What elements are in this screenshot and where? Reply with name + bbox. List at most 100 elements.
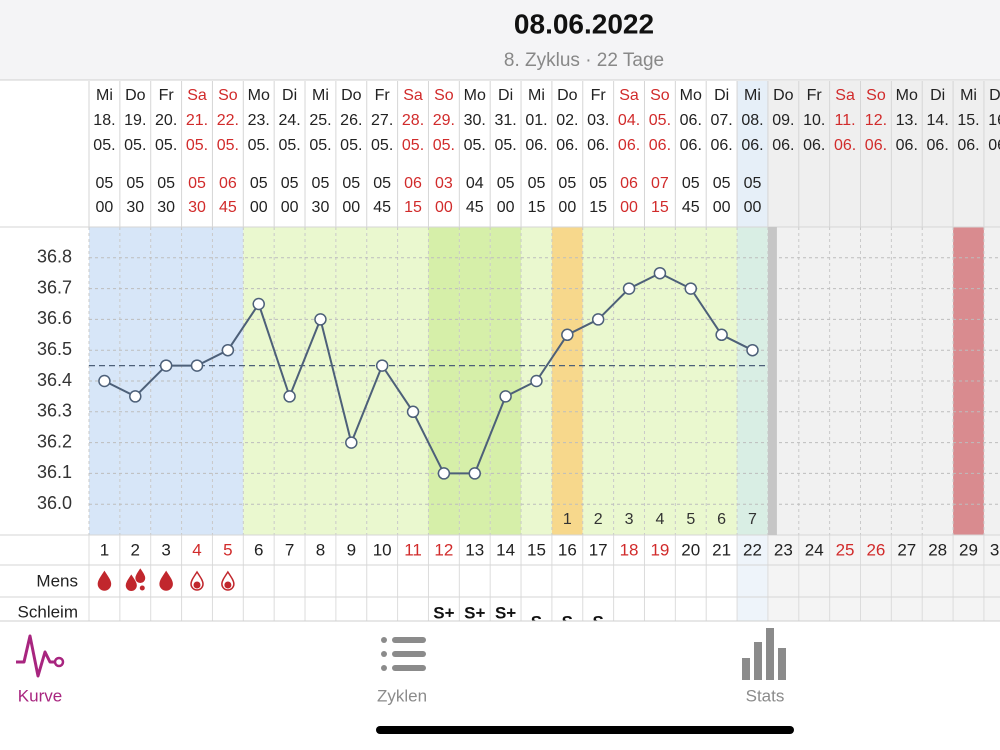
- column-header-bg: [243, 81, 275, 227]
- column-row-bg: [335, 535, 367, 621]
- time-hour: 06: [620, 175, 638, 192]
- weekday: Mo: [464, 87, 486, 104]
- cycle-day: 3: [161, 540, 170, 559]
- time-hour: 05: [713, 175, 731, 192]
- tab-icon-zyklen[interactable]: [381, 665, 387, 671]
- tab-icon-kurve[interactable]: [16, 634, 56, 678]
- time-hour: 05: [157, 175, 175, 192]
- date-day: 05.: [649, 112, 671, 129]
- cycle-day: 22: [743, 540, 762, 559]
- temperature-point: [561, 328, 574, 342]
- cycle-day: 9: [347, 540, 356, 559]
- column-row-bg: [521, 535, 552, 621]
- column-row-bg: [922, 535, 954, 621]
- date-month: 06.: [680, 137, 702, 154]
- cycle-day: 12: [434, 540, 453, 559]
- tab-icon-zyklen[interactable]: [392, 637, 426, 643]
- date-month: 05.: [217, 137, 239, 154]
- weekday: Mi: [312, 87, 329, 104]
- time-hour: 03: [435, 175, 453, 192]
- mens-drop: [135, 568, 146, 584]
- tab-icon-stats[interactable]: [778, 648, 786, 680]
- column-row-bg: [582, 535, 614, 621]
- temperature-point: [622, 282, 636, 295]
- weekday: Di: [930, 87, 945, 104]
- time-minute: 45: [682, 199, 700, 216]
- tab-icon-zyklen[interactable]: [392, 665, 426, 671]
- weekday: Di: [498, 87, 513, 104]
- weekday: So: [434, 87, 454, 104]
- tab-icon-stats[interactable]: [754, 642, 762, 680]
- cycle-day: 29: [959, 540, 978, 559]
- time-minute: 15: [651, 199, 669, 216]
- mens-drop: [159, 570, 173, 591]
- column-header-bg: [983, 81, 1000, 227]
- cycle-day: 30: [990, 540, 1000, 559]
- date-day: 14.: [927, 112, 949, 129]
- date-day: 23.: [248, 112, 270, 129]
- time-hour: 07: [651, 175, 669, 192]
- weekday: Do: [341, 87, 362, 104]
- tab-label[interactable]: Stats: [746, 686, 785, 705]
- column-row-bg: [274, 535, 306, 621]
- weekday: Fr: [807, 87, 823, 104]
- weekday: Di: [714, 87, 729, 104]
- column-header-bg: [274, 81, 306, 227]
- weekday: Mi: [528, 87, 545, 104]
- time-hour: 05: [281, 175, 299, 192]
- column-header-bg: [829, 81, 861, 227]
- time-hour: 05: [373, 175, 391, 192]
- y-tick-label: 36.8: [37, 247, 72, 267]
- tab-icon-stats[interactable]: [766, 628, 774, 680]
- weekday: Sa: [403, 87, 423, 104]
- header-subtitle: 8. Zyklus · 22 Tage: [504, 50, 664, 71]
- temperature-point: [375, 359, 389, 372]
- y-tick-label: 36.5: [37, 339, 72, 359]
- column-row-bg: [490, 535, 522, 621]
- date-day: 26.: [340, 112, 362, 129]
- column-header-bg: [953, 81, 984, 227]
- column-header-bg: [521, 81, 552, 227]
- weekday: Do: [989, 87, 1000, 104]
- high-day-count: 4: [655, 511, 664, 528]
- schleim-mark: S+: [464, 603, 485, 622]
- tab-label[interactable]: Zyklen: [377, 686, 427, 705]
- date-month: 05.: [124, 137, 146, 154]
- column-row-bg: [428, 535, 460, 621]
- column-row-bg: [737, 535, 768, 621]
- tab-icon-zyklen[interactable]: [381, 637, 387, 643]
- tab-icon-stats[interactable]: [742, 658, 750, 680]
- high-day-count: 6: [717, 511, 726, 528]
- date-day: 12.: [865, 112, 887, 129]
- high-day-count: 7: [748, 511, 757, 528]
- column-header-bg: [397, 81, 429, 227]
- weekday: Fr: [375, 87, 391, 104]
- column-header-bg: [181, 81, 213, 227]
- tab-icon-zyklen[interactable]: [381, 651, 387, 657]
- y-tick-label: 36.7: [37, 277, 72, 297]
- date-day: 29.: [433, 112, 455, 129]
- date-day: 07.: [711, 112, 733, 129]
- time-minute: 00: [250, 199, 268, 216]
- weekday: Mi: [744, 87, 761, 104]
- tab-label[interactable]: Kurve: [18, 686, 62, 705]
- tab-icon-kurve[interactable]: [53, 656, 65, 668]
- cycle-day: 20: [681, 540, 700, 559]
- date-day: 19.: [124, 112, 146, 129]
- date-day: 03.: [587, 112, 609, 129]
- y-tick-label: 36.2: [37, 431, 72, 451]
- cycle-day: 28: [928, 540, 947, 559]
- column-header-bg: [737, 81, 768, 227]
- date-day: 08.: [741, 112, 763, 129]
- tab-icon-zyklen[interactable]: [392, 651, 426, 657]
- temperature-point: [715, 328, 728, 342]
- date-month: 05.: [155, 137, 177, 154]
- cycle-day: 19: [650, 540, 669, 559]
- column-header-bg: [613, 81, 645, 227]
- time-minute: 00: [620, 199, 638, 216]
- column-row-bg: [644, 535, 676, 621]
- high-day-count: 5: [686, 511, 695, 528]
- time-minute: 00: [281, 199, 299, 216]
- y-tick-label: 36.6: [37, 308, 72, 328]
